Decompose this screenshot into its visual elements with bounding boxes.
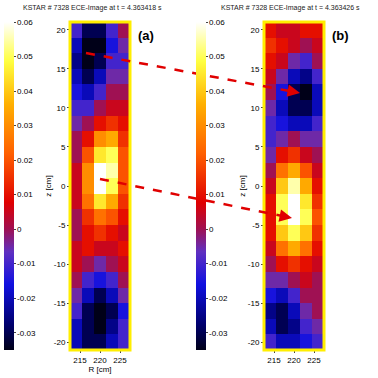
svg-text:z [cm]: z [cm] (44, 175, 53, 196)
svg-text:0.04: 0.04 (209, 87, 225, 96)
svg-text:-5: -5 (252, 221, 260, 230)
svg-text:-15: -15 (248, 299, 260, 308)
svg-text:20: 20 (56, 26, 65, 35)
svg-text:0.02: 0.02 (209, 156, 225, 165)
svg-text:-10: -10 (248, 260, 260, 269)
svg-text:-0.03: -0.03 (17, 329, 36, 338)
svg-text:220: 220 (287, 356, 301, 365)
svg-text:225: 225 (307, 356, 321, 365)
svg-text:-20: -20 (248, 338, 260, 347)
svg-text:-0.02: -0.02 (17, 294, 36, 303)
svg-text:-20: -20 (54, 338, 66, 347)
svg-text:-10: -10 (54, 260, 66, 269)
svg-text:0: 0 (255, 182, 260, 191)
svg-text:0.03: 0.03 (209, 121, 225, 130)
svg-text:0.06: 0.06 (17, 18, 33, 27)
svg-text:-0.01: -0.01 (209, 259, 228, 268)
svg-text:(a): (a) (138, 28, 154, 43)
svg-text:0.01: 0.01 (17, 190, 33, 199)
svg-text:0.03: 0.03 (17, 121, 33, 130)
svg-text:z [cm]: z [cm] (238, 175, 247, 196)
svg-text:10: 10 (56, 104, 65, 113)
svg-text:-0.02: -0.02 (209, 294, 228, 303)
svg-text:R [cm]: R [cm] (88, 365, 111, 374)
svg-text:0: 0 (17, 225, 22, 234)
svg-text:0.06: 0.06 (209, 18, 225, 27)
svg-text:0.05: 0.05 (17, 52, 33, 61)
svg-text:15: 15 (250, 65, 259, 74)
svg-text:KSTAR # 7328 ECE-Image at t =: KSTAR # 7328 ECE-Image at t = 4.363426 s (221, 4, 360, 12)
svg-text:0: 0 (61, 182, 66, 191)
svg-text:-5: -5 (58, 221, 66, 230)
svg-text:0.01: 0.01 (209, 190, 225, 199)
svg-text:0.05: 0.05 (209, 52, 225, 61)
svg-text:225: 225 (113, 356, 127, 365)
svg-text:220: 220 (93, 356, 107, 365)
svg-text:-15: -15 (54, 299, 66, 308)
svg-text:-0.03: -0.03 (209, 329, 228, 338)
svg-text:5: 5 (61, 143, 66, 152)
svg-text:0: 0 (209, 225, 214, 234)
svg-text:0.02: 0.02 (17, 156, 33, 165)
svg-text:215: 215 (73, 356, 87, 365)
svg-text:215: 215 (267, 356, 281, 365)
svg-text:(b): (b) (332, 28, 349, 43)
svg-text:0.04: 0.04 (17, 87, 33, 96)
svg-text:-0.01: -0.01 (17, 259, 36, 268)
svg-text:5: 5 (255, 143, 260, 152)
svg-text:10: 10 (250, 104, 259, 113)
svg-text:20: 20 (250, 26, 259, 35)
svg-text:15: 15 (56, 65, 65, 74)
svg-text:KSTAR # 7328 ECE-Image at t =: KSTAR # 7328 ECE-Image at t = 4.363418 s (23, 4, 162, 12)
